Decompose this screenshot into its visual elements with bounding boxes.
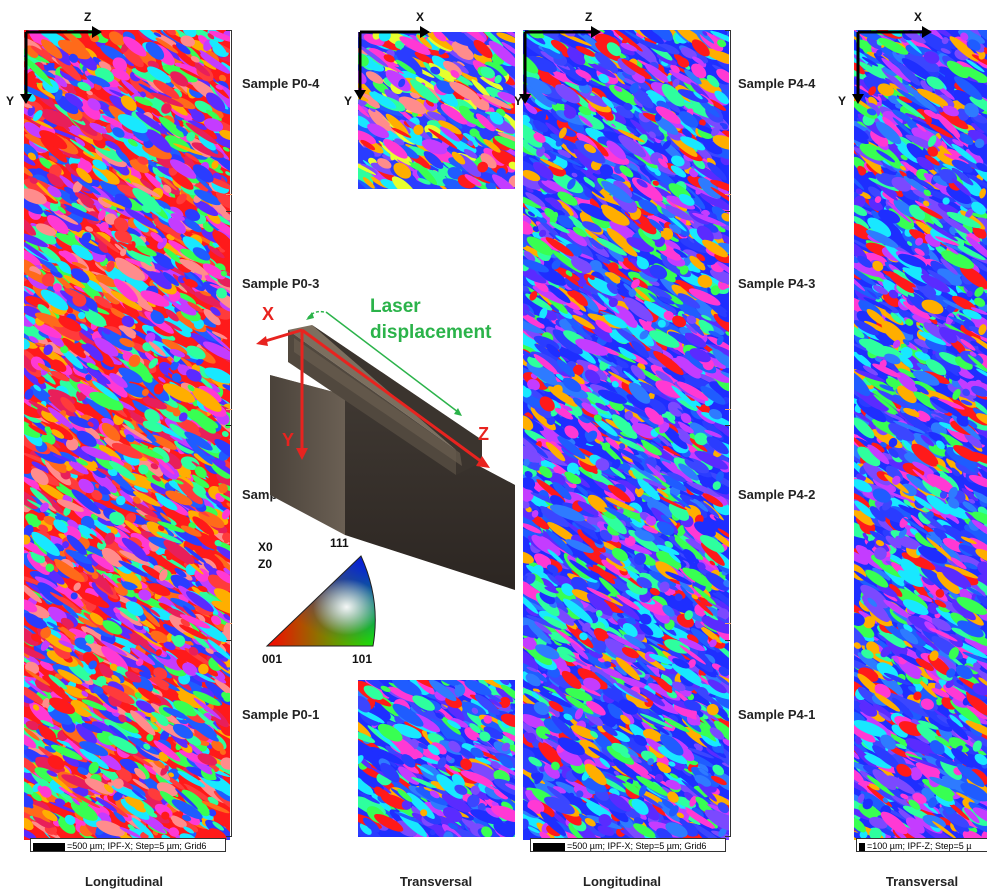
ipf-label-111: 111	[330, 536, 349, 550]
divider-tick	[725, 211, 731, 212]
ipf-legend-x0: X0	[258, 540, 273, 554]
segment-divider-left	[231, 30, 232, 836]
divider-tick	[226, 211, 232, 212]
axis-label-y: Y	[6, 94, 15, 108]
sample-label-p0-4: Sample P0-4	[242, 76, 320, 91]
sample-label-p0-3: Sample P0-3	[242, 276, 320, 291]
ipf-label-001: 001	[262, 652, 283, 666]
ebsd-map-longitudinal-p4	[523, 30, 729, 840]
divider-tick	[725, 836, 731, 837]
ebsd-map-longitudinal-p0	[24, 30, 230, 840]
grain-texture	[24, 30, 230, 840]
axis-arrows-left	[20, 26, 102, 104]
divider-tick	[725, 409, 731, 410]
axis-arrows-mid	[354, 26, 430, 100]
sample-label-p4-4: Sample P4-4	[738, 76, 816, 91]
specimen-photo	[256, 310, 515, 590]
grain-texture	[358, 680, 515, 837]
grain-texture	[523, 30, 729, 840]
divider-tick	[226, 30, 232, 31]
axis-label-z: Z	[84, 10, 92, 24]
ipf-color-triangle	[265, 555, 376, 647]
grain-texture	[854, 30, 987, 840]
sample-label-p0-1: Sample P0-1	[242, 707, 320, 722]
ebsd-map-transversal-p0-bottom	[358, 680, 515, 837]
caption-longitudinal-p4: Longitudinal	[583, 874, 661, 889]
divider-tick	[725, 425, 731, 426]
divider-tick	[226, 409, 232, 410]
axis-arrows-far-right	[852, 26, 932, 104]
divider-tick	[725, 623, 731, 624]
caption-transversal-p4: Transversal	[885, 874, 959, 889]
axis-label-y-mid: Y	[344, 94, 353, 108]
axis-arrows-right-long	[519, 26, 601, 104]
ipf-legend-z0: Z0	[258, 557, 273, 571]
divider-tick	[226, 640, 232, 641]
ipf-label-101: 101	[352, 652, 373, 666]
sample-label-p4-1: Sample P4-1	[738, 707, 816, 722]
laser-line2: displacement	[370, 322, 492, 343]
divider-tick	[725, 194, 731, 195]
axis-label-x: X	[416, 10, 425, 24]
divider-tick	[226, 836, 232, 837]
scalebar-left: =500 µm; IPF-X; Step=5 µm; Grid6	[30, 838, 226, 852]
divider-tick	[226, 425, 232, 426]
ebsd-map-transversal-p0-top	[358, 32, 515, 189]
caption-transversal-p0: Transversal	[399, 874, 473, 889]
scalebar-right: =100 µm; IPF-Z; Step=5 µ	[856, 838, 987, 852]
axis-label-z-right: Z	[585, 10, 593, 24]
sample-label-p4-2: Sample P4-2	[738, 487, 816, 502]
axis-label-x-far: X	[914, 10, 923, 24]
axis-label-y-far: Y	[838, 94, 847, 108]
segment-divider-right	[730, 30, 731, 836]
axis-label-y-right: Y	[514, 94, 523, 108]
ebsd-map-transversal-p4	[854, 30, 987, 840]
scalebar-mid: =500 µm; IPF-X; Step=5 µm; Grid6	[530, 838, 726, 852]
grain-texture	[358, 32, 515, 189]
laser-displacement-label: Laser displacement	[370, 294, 491, 346]
photo-label-x: X	[262, 304, 275, 324]
divider-tick	[226, 623, 232, 624]
caption-longitudinal-p0: Longitudinal	[85, 874, 163, 889]
photo-label-z: Z	[478, 424, 489, 444]
divider-tick	[725, 640, 731, 641]
photo-label-y: Y	[282, 430, 295, 450]
sample-label-p4-3: Sample P4-3	[738, 276, 816, 291]
divider-tick	[725, 30, 731, 31]
laser-line1: Laser	[370, 296, 421, 317]
divider-tick	[226, 194, 232, 195]
